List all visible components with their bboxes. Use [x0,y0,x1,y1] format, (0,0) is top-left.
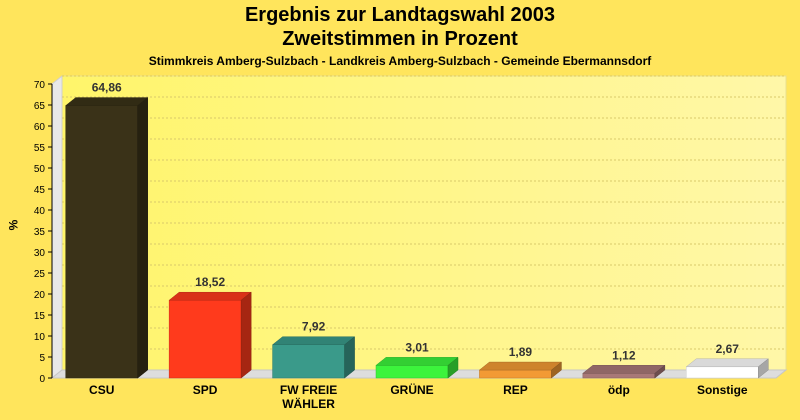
plot-left-wall [51,74,63,380]
bar-top [478,361,563,371]
y-tick-label: 40 [34,206,46,217]
chart-title-line-2: Zweitstimmen in Prozent [282,28,518,50]
chart-title: Ergebnis zur Landtagswahl 2003 [244,4,556,26]
y-tick-label: 70 [34,80,46,91]
x-tick-label: ödp [608,383,630,397]
bar [686,366,759,379]
y-tick-label: 55 [34,143,46,154]
y-tick-label: 45 [34,185,46,196]
y-tick-label: 30 [34,248,46,259]
bar-value-label: 1,89 [509,345,533,359]
bar-side [137,97,148,379]
x-tick-label: SPD [193,383,218,397]
bar-top [582,365,666,374]
y-tick-label: 15 [34,311,46,322]
bar-side [758,358,769,379]
bar [168,299,242,379]
bar-side [654,364,666,379]
y-tick-label: 10 [34,332,46,343]
x-tick-label: GRÜNE [390,382,433,397]
bar-top [685,358,769,368]
y-tick-label: 35 [34,227,46,238]
chart-subtitle: Stimmkreis Amberg-Sulzbach - Landkreis A… [148,54,652,68]
bar-side [551,361,562,379]
bar-value-label: 1,12 [612,348,636,362]
x-tick-label: REP [503,383,528,397]
x-tick-label: WÄHLER [282,396,335,411]
y-tick-label: 20 [34,290,46,301]
x-tick-label: CSU [89,383,114,397]
bar [272,344,345,379]
bar [65,105,138,379]
bar [479,369,552,379]
x-tick-label: FW FREIE [280,383,337,397]
y-tick-label: 25 [34,269,46,280]
bar-value-label: 18,52 [195,275,225,289]
bar-value-label: 64,86 [92,81,122,95]
y-tick-label: 0 [39,374,45,385]
y-tick-label: 50 [34,164,46,175]
y-tick-label: 60 [34,122,46,133]
bar-value-label: 3,01 [405,340,429,354]
bar-value-label: 7,92 [302,320,326,334]
bar-side [447,356,459,379]
bar-top [65,97,149,106]
bar-side [240,291,252,379]
bar-top [271,336,356,345]
bar [582,373,656,379]
bar-top [375,357,459,366]
bar-side [344,336,355,379]
y-tick-label: 65 [34,101,46,112]
bar [375,365,449,379]
bar-value-label: 2,67 [716,342,740,356]
x-tick-label: Sonstige [697,383,748,397]
y-tick-label: 5 [39,353,45,364]
bar-top [168,291,252,301]
